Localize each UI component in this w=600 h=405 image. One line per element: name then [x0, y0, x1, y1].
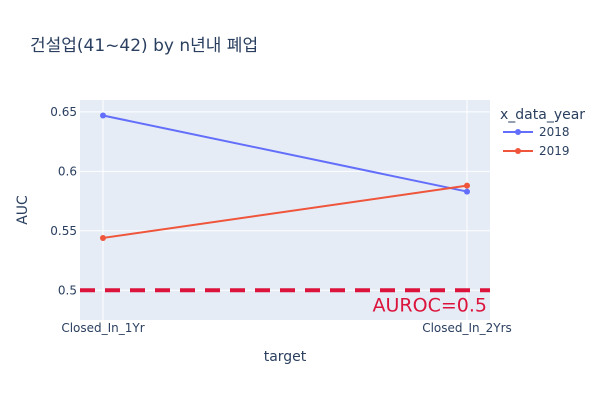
y-tick-label: 0.5 — [58, 283, 77, 297]
legend-title: x_data_year — [500, 107, 585, 123]
legend-swatch-marker — [515, 129, 521, 135]
chart-title: 건설업(41~42) by n년내 폐업 — [30, 36, 258, 56]
legend-item-2018[interactable]: 2018 — [503, 125, 570, 139]
data-point-2019 — [464, 182, 470, 189]
legend-item-2019[interactable]: 2019 — [503, 144, 570, 158]
y-tick-label: 0.65 — [50, 105, 77, 119]
data-point-2018 — [100, 112, 106, 119]
legend[interactable]: x_data_year 2018 2019 — [500, 107, 585, 158]
series-line-2019 — [102, 184, 468, 239]
legend-item-label: 2019 — [539, 144, 570, 158]
series-group — [100, 112, 470, 241]
reference-line-group: AUROC=0.5 — [80, 288, 490, 316]
x-axis-label: target — [264, 349, 307, 365]
y-axis-ticks: 0.5 0.55 0.6 0.65 — [50, 105, 77, 297]
reference-line-label: AUROC=0.5 — [373, 294, 487, 316]
x-tick-label: Closed_In_1Yr — [61, 321, 144, 335]
y-tick-label: 0.6 — [58, 164, 77, 178]
legend-item-label: 2018 — [539, 125, 570, 139]
legend-swatch-marker — [515, 148, 521, 154]
data-point-2018 — [464, 188, 470, 195]
y-axis-label: AUC — [15, 195, 31, 225]
y-tick-label: 0.55 — [50, 224, 77, 238]
x-tick-label: Closed_In_2Yrs — [422, 321, 512, 335]
data-point-2019 — [100, 234, 106, 241]
x-axis-ticks: Closed_In_1Yr Closed_In_2Yrs — [61, 321, 511, 335]
series-line-2018 — [102, 114, 468, 193]
plot-area — [80, 100, 490, 320]
